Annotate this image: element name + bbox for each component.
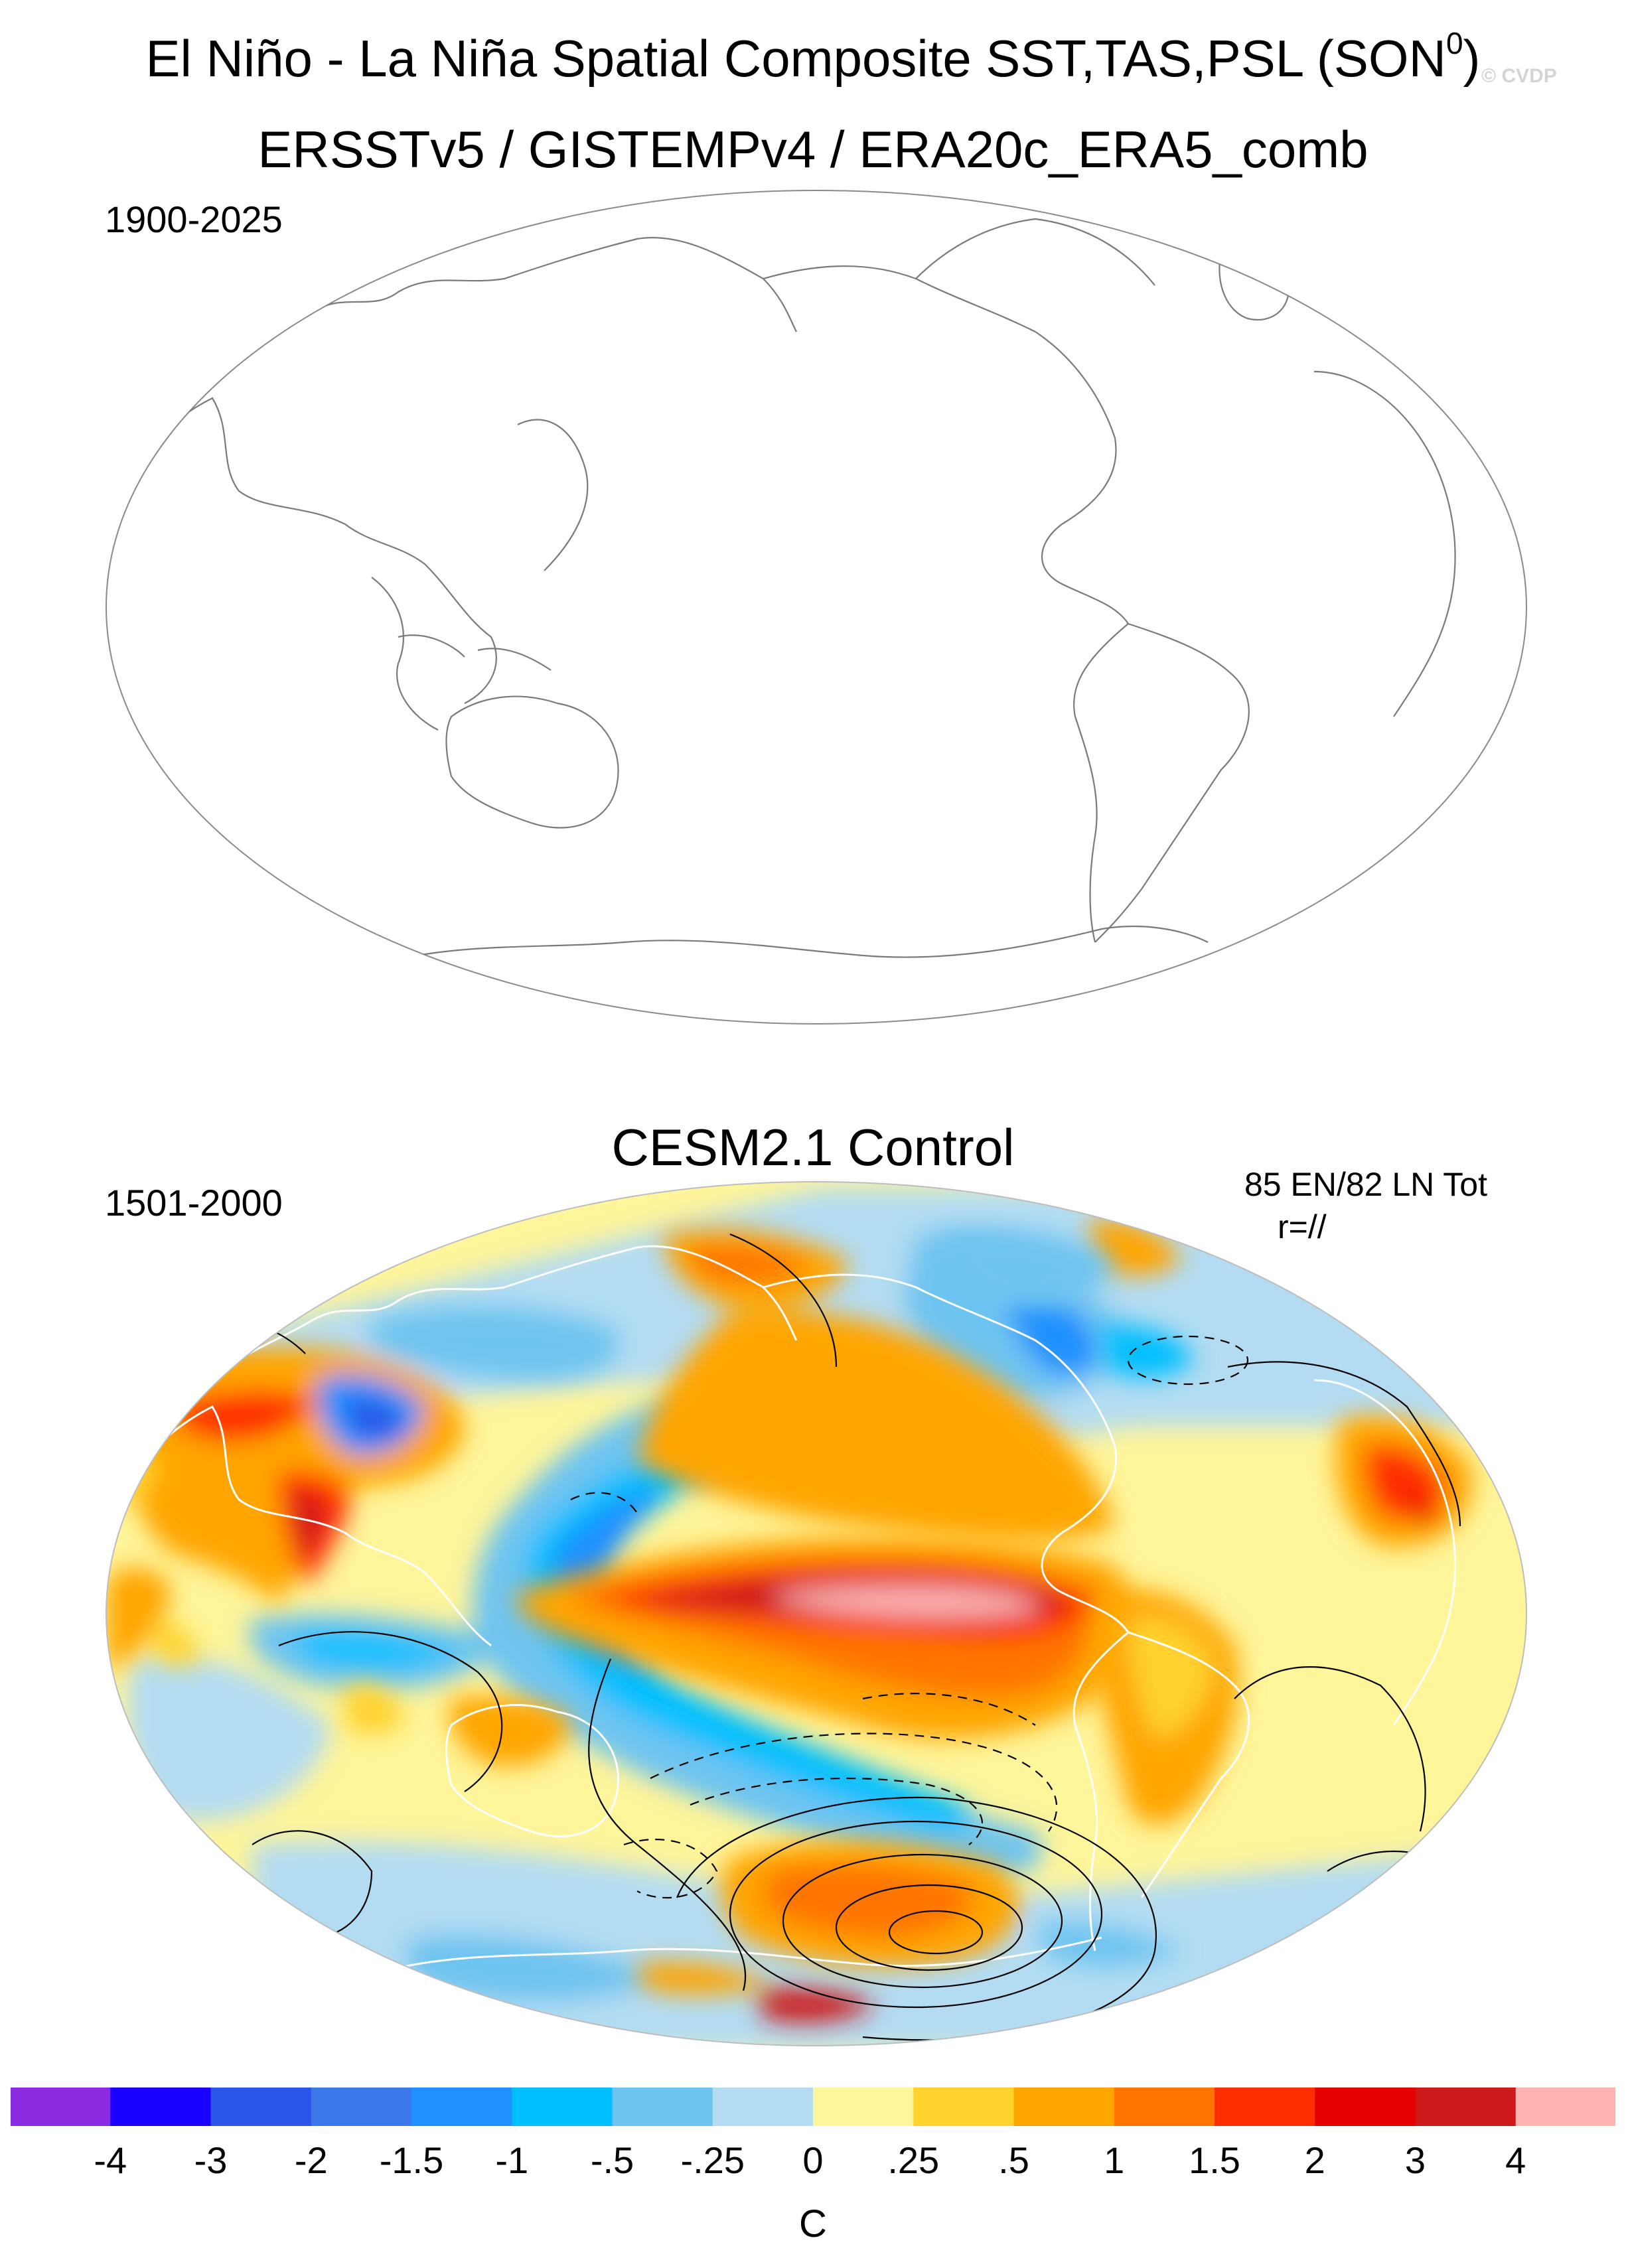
colorbar-swatch — [10, 2087, 111, 2127]
top-map — [106, 190, 1527, 1025]
colorbar-outline — [9, 2086, 1617, 2127]
colorbar-tick-label: .5 — [998, 2139, 1029, 2181]
bottom-map-border — [106, 1181, 1527, 2046]
main-title-text: El Niño - La Niña Spatial Composite SST,… — [145, 29, 1446, 88]
psl-contours-negative — [570, 1335, 1249, 1899]
main-title-superscript: 0 — [1445, 26, 1463, 60]
colorbar-tick-label: -.25 — [681, 2139, 745, 2181]
colorbar-swatch — [1013, 2087, 1115, 2127]
colorbar-swatch — [712, 2087, 814, 2127]
colorbar-swatch — [913, 2087, 1014, 2127]
colorbar-swatch — [1315, 2087, 1416, 2127]
sst-field — [106, 1188, 1526, 2046]
colorbar-tick-label: 4 — [1505, 2139, 1526, 2181]
colorbar-swatch — [1515, 2087, 1617, 2127]
colorbar-swatch — [1215, 2087, 1315, 2127]
bottom-panel-period: 1501-2000 — [105, 1182, 283, 1224]
colorbar-swatch — [512, 2087, 613, 2127]
main-title-close: ) — [1463, 29, 1481, 88]
colorbar: -4 -3 -2 -1.5 -1 -.5 -.25 0 .25 .5 1 1.5 2 3 4 — [9, 2086, 1617, 2181]
top-panel-period: 1900-2025 — [105, 198, 283, 240]
colorbar-swatch — [1114, 2087, 1215, 2127]
colorbar-swatch — [210, 2087, 312, 2127]
colorbar-swatch — [411, 2087, 512, 2127]
main-title: El Niño - La Niña Spatial Composite SST,… — [0, 25, 1626, 89]
colorbar-tick-label: -.5 — [591, 2139, 634, 2181]
colorbar-unit-label: C — [799, 2202, 827, 2245]
colorbar-tick-label: 1 — [1104, 2139, 1124, 2181]
colorbar-tick-label: 2 — [1305, 2139, 1325, 2181]
event-count-label: 85 EN/82 LN Tot — [1244, 1166, 1487, 1203]
cvdp-watermark: © CVDP — [1481, 65, 1557, 87]
colorbar-tick-label: -2 — [295, 2139, 328, 2181]
bottom-panel-subtitle: CESM2.1 Control — [611, 1118, 1015, 1176]
bottom-map — [106, 1181, 1527, 2046]
colorbar-swatch — [311, 2087, 412, 2127]
colorbar-tick-label: -3 — [194, 2139, 228, 2181]
colorbar-tick-label: -4 — [94, 2139, 127, 2181]
top-panel-subtitle: ERSSTv5 / GISTEMPv4 / ERA20c_ERA5_comb — [258, 120, 1368, 178]
colorbar-swatch — [110, 2087, 211, 2127]
colorbar-swatch — [612, 2087, 713, 2127]
colorbar-tick-label: -1 — [495, 2139, 528, 2181]
colorbar-tick-label: .25 — [887, 2139, 939, 2181]
top-map-border — [106, 190, 1527, 1025]
colorbar-tick-label: 3 — [1405, 2139, 1426, 2181]
colorbar-tick-label: -1.5 — [380, 2139, 444, 2181]
bottom-map-coastlines — [131, 1245, 1457, 1972]
colorbar-swatch — [1415, 2087, 1516, 2127]
colorbar-tick-label: 0 — [802, 2139, 823, 2181]
colorbar-swatch — [813, 2087, 914, 2127]
correlation-label: r=// — [1278, 1208, 1327, 1245]
colorbar-tick-label: 1.5 — [1189, 2139, 1240, 2181]
